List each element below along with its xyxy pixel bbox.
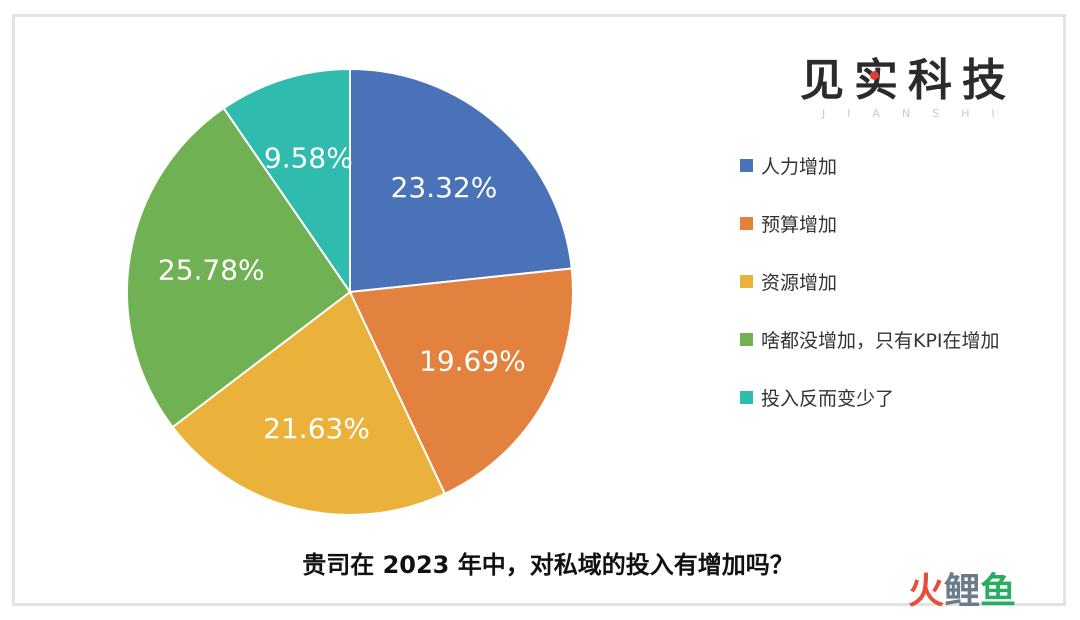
legend-swatch bbox=[740, 274, 753, 288]
legend-item: 投入反而变少了 bbox=[740, 383, 1000, 411]
watermark-char-2: 鲤 bbox=[944, 571, 981, 612]
pie-slice bbox=[348, 267, 574, 496]
brand-name: 见实科技 bbox=[800, 55, 1016, 106]
legend-item: 人力增加 bbox=[740, 151, 1000, 179]
legend-item: 资源增加 bbox=[740, 267, 1000, 295]
legend-item: 啥都没增加，只有KPI在增加 bbox=[740, 325, 1000, 353]
pie-slice bbox=[171, 290, 447, 516]
slice-value-label: 9.58% bbox=[264, 141, 353, 174]
pie-slice bbox=[126, 106, 352, 429]
legend-label: 啥都没增加，只有KPI在增加 bbox=[761, 329, 1000, 352]
watermark-char-1: 火 bbox=[908, 571, 945, 612]
slice-value-label: 21.63% bbox=[263, 412, 370, 445]
legend-label: 资源增加 bbox=[761, 271, 838, 294]
watermark-logo: 火鲤鱼 bbox=[908, 572, 1016, 612]
legend-label: 预算增加 bbox=[761, 213, 838, 236]
slice-value-label: 25.78% bbox=[158, 253, 265, 286]
slice-value-label: 19.69% bbox=[419, 344, 526, 377]
legend-swatch bbox=[740, 390, 753, 404]
chart-title: 贵司在 2023 年中，对私域的投入有增加吗？ bbox=[302, 551, 794, 579]
legend-swatch bbox=[740, 158, 753, 172]
legend-item: 预算增加 bbox=[740, 209, 1000, 237]
pie-slice bbox=[222, 67, 351, 296]
chart-frame: 23.32% 19.69% 21.63% 25.78% 9.58% 见实科技 JIANS… bbox=[12, 14, 1066, 606]
pie-slice bbox=[349, 67, 573, 294]
pie-chart: 23.32% 19.69% 21.63% 25.78% 9.58% bbox=[126, 67, 574, 516]
brand-subtitle: JIANSHI bbox=[822, 107, 1017, 120]
legend-swatch bbox=[740, 332, 753, 346]
watermark-char-3: 鱼 bbox=[980, 571, 1017, 612]
legend-label: 投入反而变少了 bbox=[761, 387, 895, 410]
slice-value-label: 23.32% bbox=[391, 171, 498, 204]
brand-dot bbox=[870, 71, 879, 80]
chart-legend: 人力增加预算增加资源增加啥都没增加，只有KPI在增加 投入反而变少了 bbox=[740, 151, 1000, 441]
brand-logo: 见实科技 JIANSHI bbox=[800, 55, 1040, 120]
legend-swatch bbox=[740, 216, 753, 230]
legend-label: 人力增加 bbox=[761, 155, 838, 178]
